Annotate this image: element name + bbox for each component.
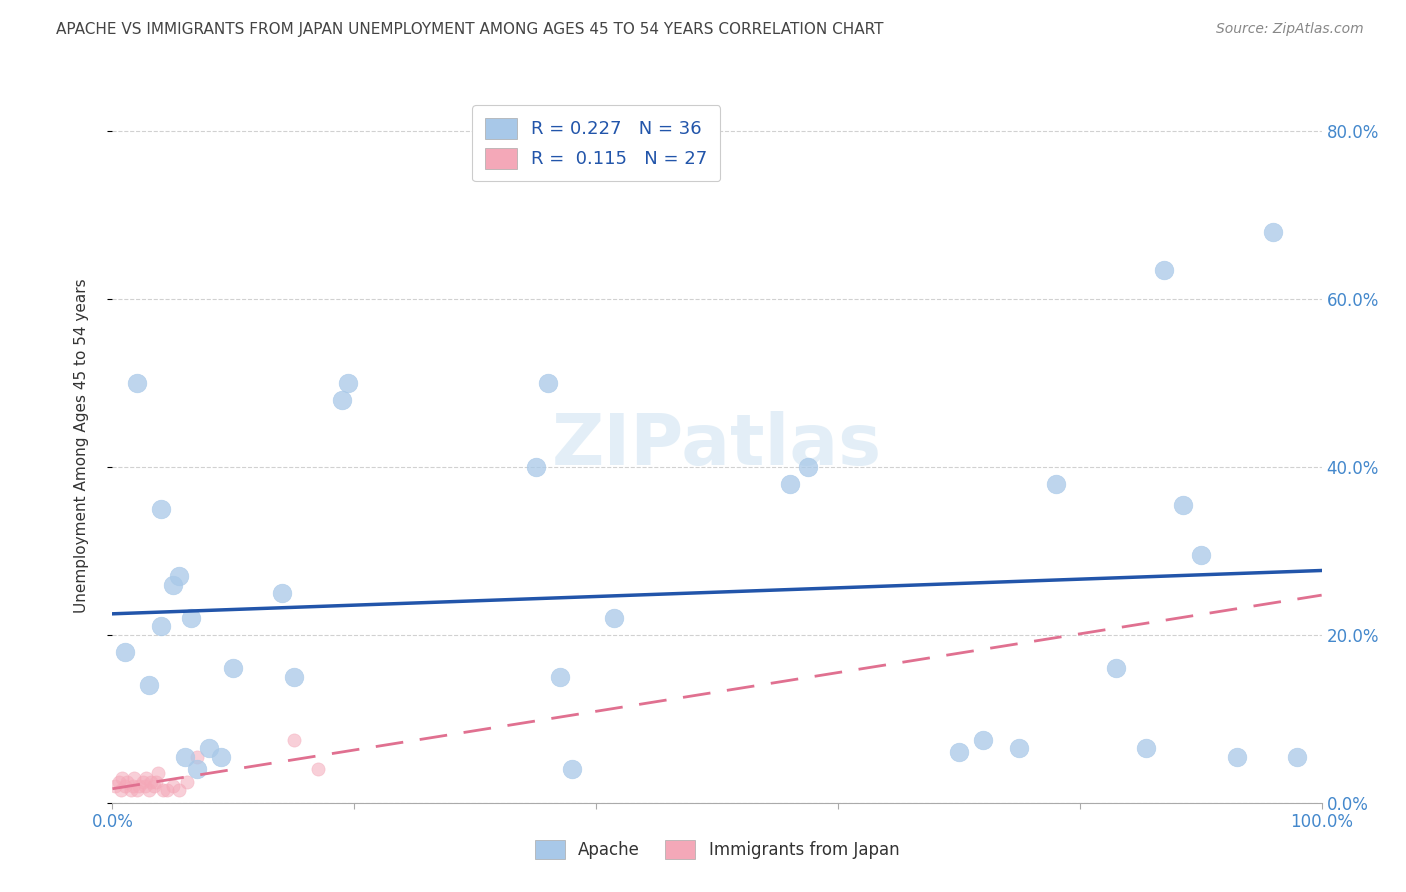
Point: [132, 774, 155, 789]
Point: [603, 611, 626, 625]
Point: [135, 771, 157, 785]
Point: [283, 670, 305, 684]
Point: [1008, 741, 1031, 756]
Point: [307, 762, 329, 776]
Point: [948, 746, 970, 760]
Point: [198, 741, 221, 756]
Y-axis label: Unemployment Among Ages 45 to 54 years: Unemployment Among Ages 45 to 54 years: [75, 278, 89, 614]
Point: [186, 749, 208, 764]
Point: [148, 766, 170, 780]
Point: [120, 783, 142, 797]
Point: [142, 779, 165, 793]
Point: [180, 611, 202, 625]
Point: [115, 774, 138, 789]
Point: [1263, 225, 1285, 239]
Point: [162, 779, 184, 793]
Point: [114, 779, 136, 793]
Point: [186, 762, 208, 776]
Point: [796, 460, 818, 475]
Point: [972, 732, 994, 747]
Point: [167, 569, 190, 583]
Point: [110, 783, 132, 797]
Point: [1135, 741, 1157, 756]
Point: [1045, 476, 1067, 491]
Point: [114, 645, 136, 659]
Point: [167, 783, 190, 797]
Point: [1286, 749, 1309, 764]
Point: [134, 779, 156, 793]
Point: [270, 586, 292, 600]
Point: [138, 678, 160, 692]
Point: [149, 502, 172, 516]
Point: [524, 460, 547, 475]
Point: [561, 762, 583, 776]
Text: APACHE VS IMMIGRANTS FROM JAPAN UNEMPLOYMENT AMONG AGES 45 TO 54 YEARS CORRELATI: APACHE VS IMMIGRANTS FROM JAPAN UNEMPLOY…: [56, 22, 884, 37]
Point: [283, 732, 305, 747]
Point: [145, 774, 167, 789]
Point: [779, 476, 801, 491]
Point: [111, 771, 134, 785]
Point: [162, 577, 184, 591]
Point: [152, 783, 174, 797]
Point: [125, 376, 148, 390]
Point: [537, 376, 560, 390]
Legend: Apache, Immigrants from Japan: Apache, Immigrants from Japan: [529, 833, 905, 866]
Point: [174, 749, 197, 764]
Point: [107, 774, 129, 789]
Text: Source: ZipAtlas.com: Source: ZipAtlas.com: [1216, 22, 1364, 37]
Point: [122, 771, 145, 785]
Point: [1153, 262, 1175, 277]
Text: ZIPatlas: ZIPatlas: [553, 411, 882, 481]
Point: [176, 774, 198, 789]
Point: [1226, 749, 1249, 764]
Point: [1105, 661, 1128, 675]
Point: [104, 779, 127, 793]
Point: [209, 749, 232, 764]
Point: [141, 774, 163, 789]
Point: [337, 376, 360, 390]
Point: [330, 392, 353, 407]
Point: [149, 619, 172, 633]
Point: [548, 670, 571, 684]
Point: [125, 783, 148, 797]
Point: [122, 779, 145, 793]
Point: [1189, 548, 1212, 562]
Point: [138, 783, 160, 797]
Point: [156, 783, 179, 797]
Point: [1171, 498, 1194, 512]
Point: [128, 779, 150, 793]
Point: [222, 661, 245, 675]
